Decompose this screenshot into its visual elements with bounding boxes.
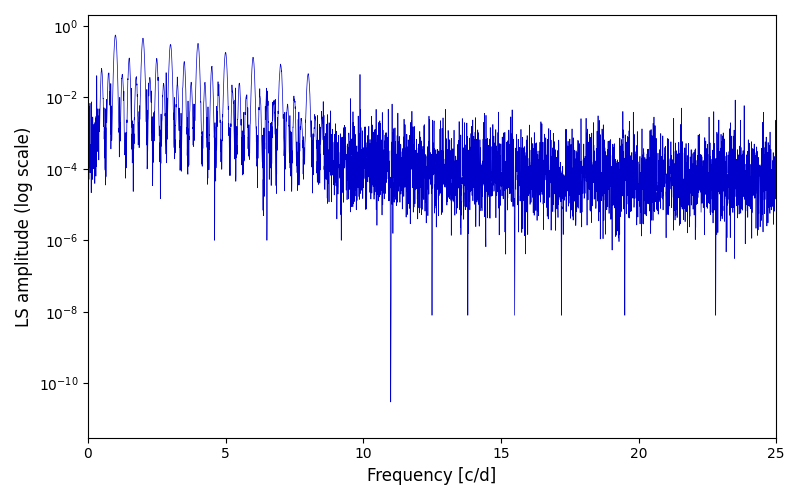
- X-axis label: Frequency [c/d]: Frequency [c/d]: [367, 467, 497, 485]
- Y-axis label: LS amplitude (log scale): LS amplitude (log scale): [15, 126, 33, 326]
